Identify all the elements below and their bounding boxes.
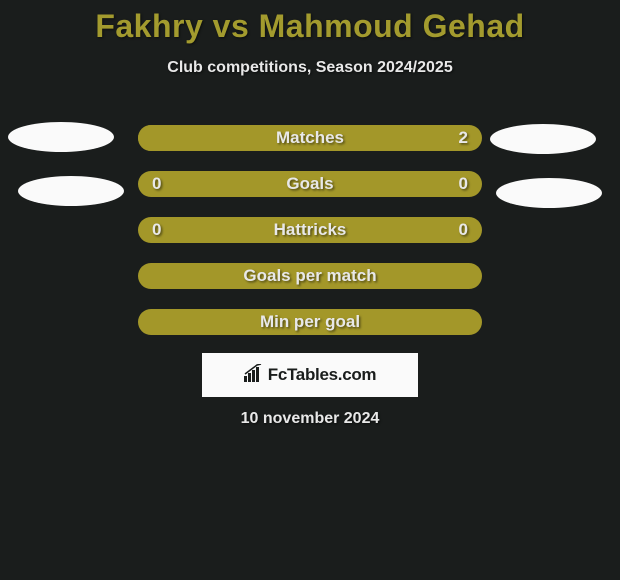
stat-label: Min per goal <box>260 312 360 332</box>
stat-label: Goals per match <box>243 266 376 286</box>
player-marker-right <box>490 124 596 154</box>
stat-label: Goals <box>286 174 333 194</box>
brand-text: FcTables.com <box>268 365 377 385</box>
stat-bar: Matches 2 <box>138 125 482 151</box>
chart-icon <box>244 364 264 387</box>
player-marker-right <box>496 178 602 208</box>
stat-value-right: 0 <box>459 174 468 194</box>
stat-value-right: 2 <box>459 128 468 148</box>
player-marker-left <box>18 176 124 206</box>
stat-row: Hattricks 0 0 <box>0 217 620 243</box>
player-marker-left <box>8 122 114 152</box>
date-text: 10 november 2024 <box>0 410 620 428</box>
stat-label: Matches <box>276 128 344 148</box>
stat-label: Hattricks <box>274 220 347 240</box>
stat-bar: Min per goal <box>138 309 482 335</box>
brand-box: FcTables.com <box>202 353 418 397</box>
stat-value-right: 0 <box>459 220 468 240</box>
stat-bar: Hattricks 0 0 <box>138 217 482 243</box>
stat-bar: Goals per match <box>138 263 482 289</box>
stat-value-left: 0 <box>152 174 161 194</box>
page-title: Fakhry vs Mahmoud Gehad <box>0 8 620 45</box>
stat-row: Goals per match <box>0 263 620 289</box>
subtitle: Club competitions, Season 2024/2025 <box>0 59 620 77</box>
stats-container: Fakhry vs Mahmoud Gehad Club competition… <box>0 0 620 77</box>
stat-row: Min per goal <box>0 309 620 335</box>
stat-bar: Goals 0 0 <box>138 171 482 197</box>
stat-value-left: 0 <box>152 220 161 240</box>
